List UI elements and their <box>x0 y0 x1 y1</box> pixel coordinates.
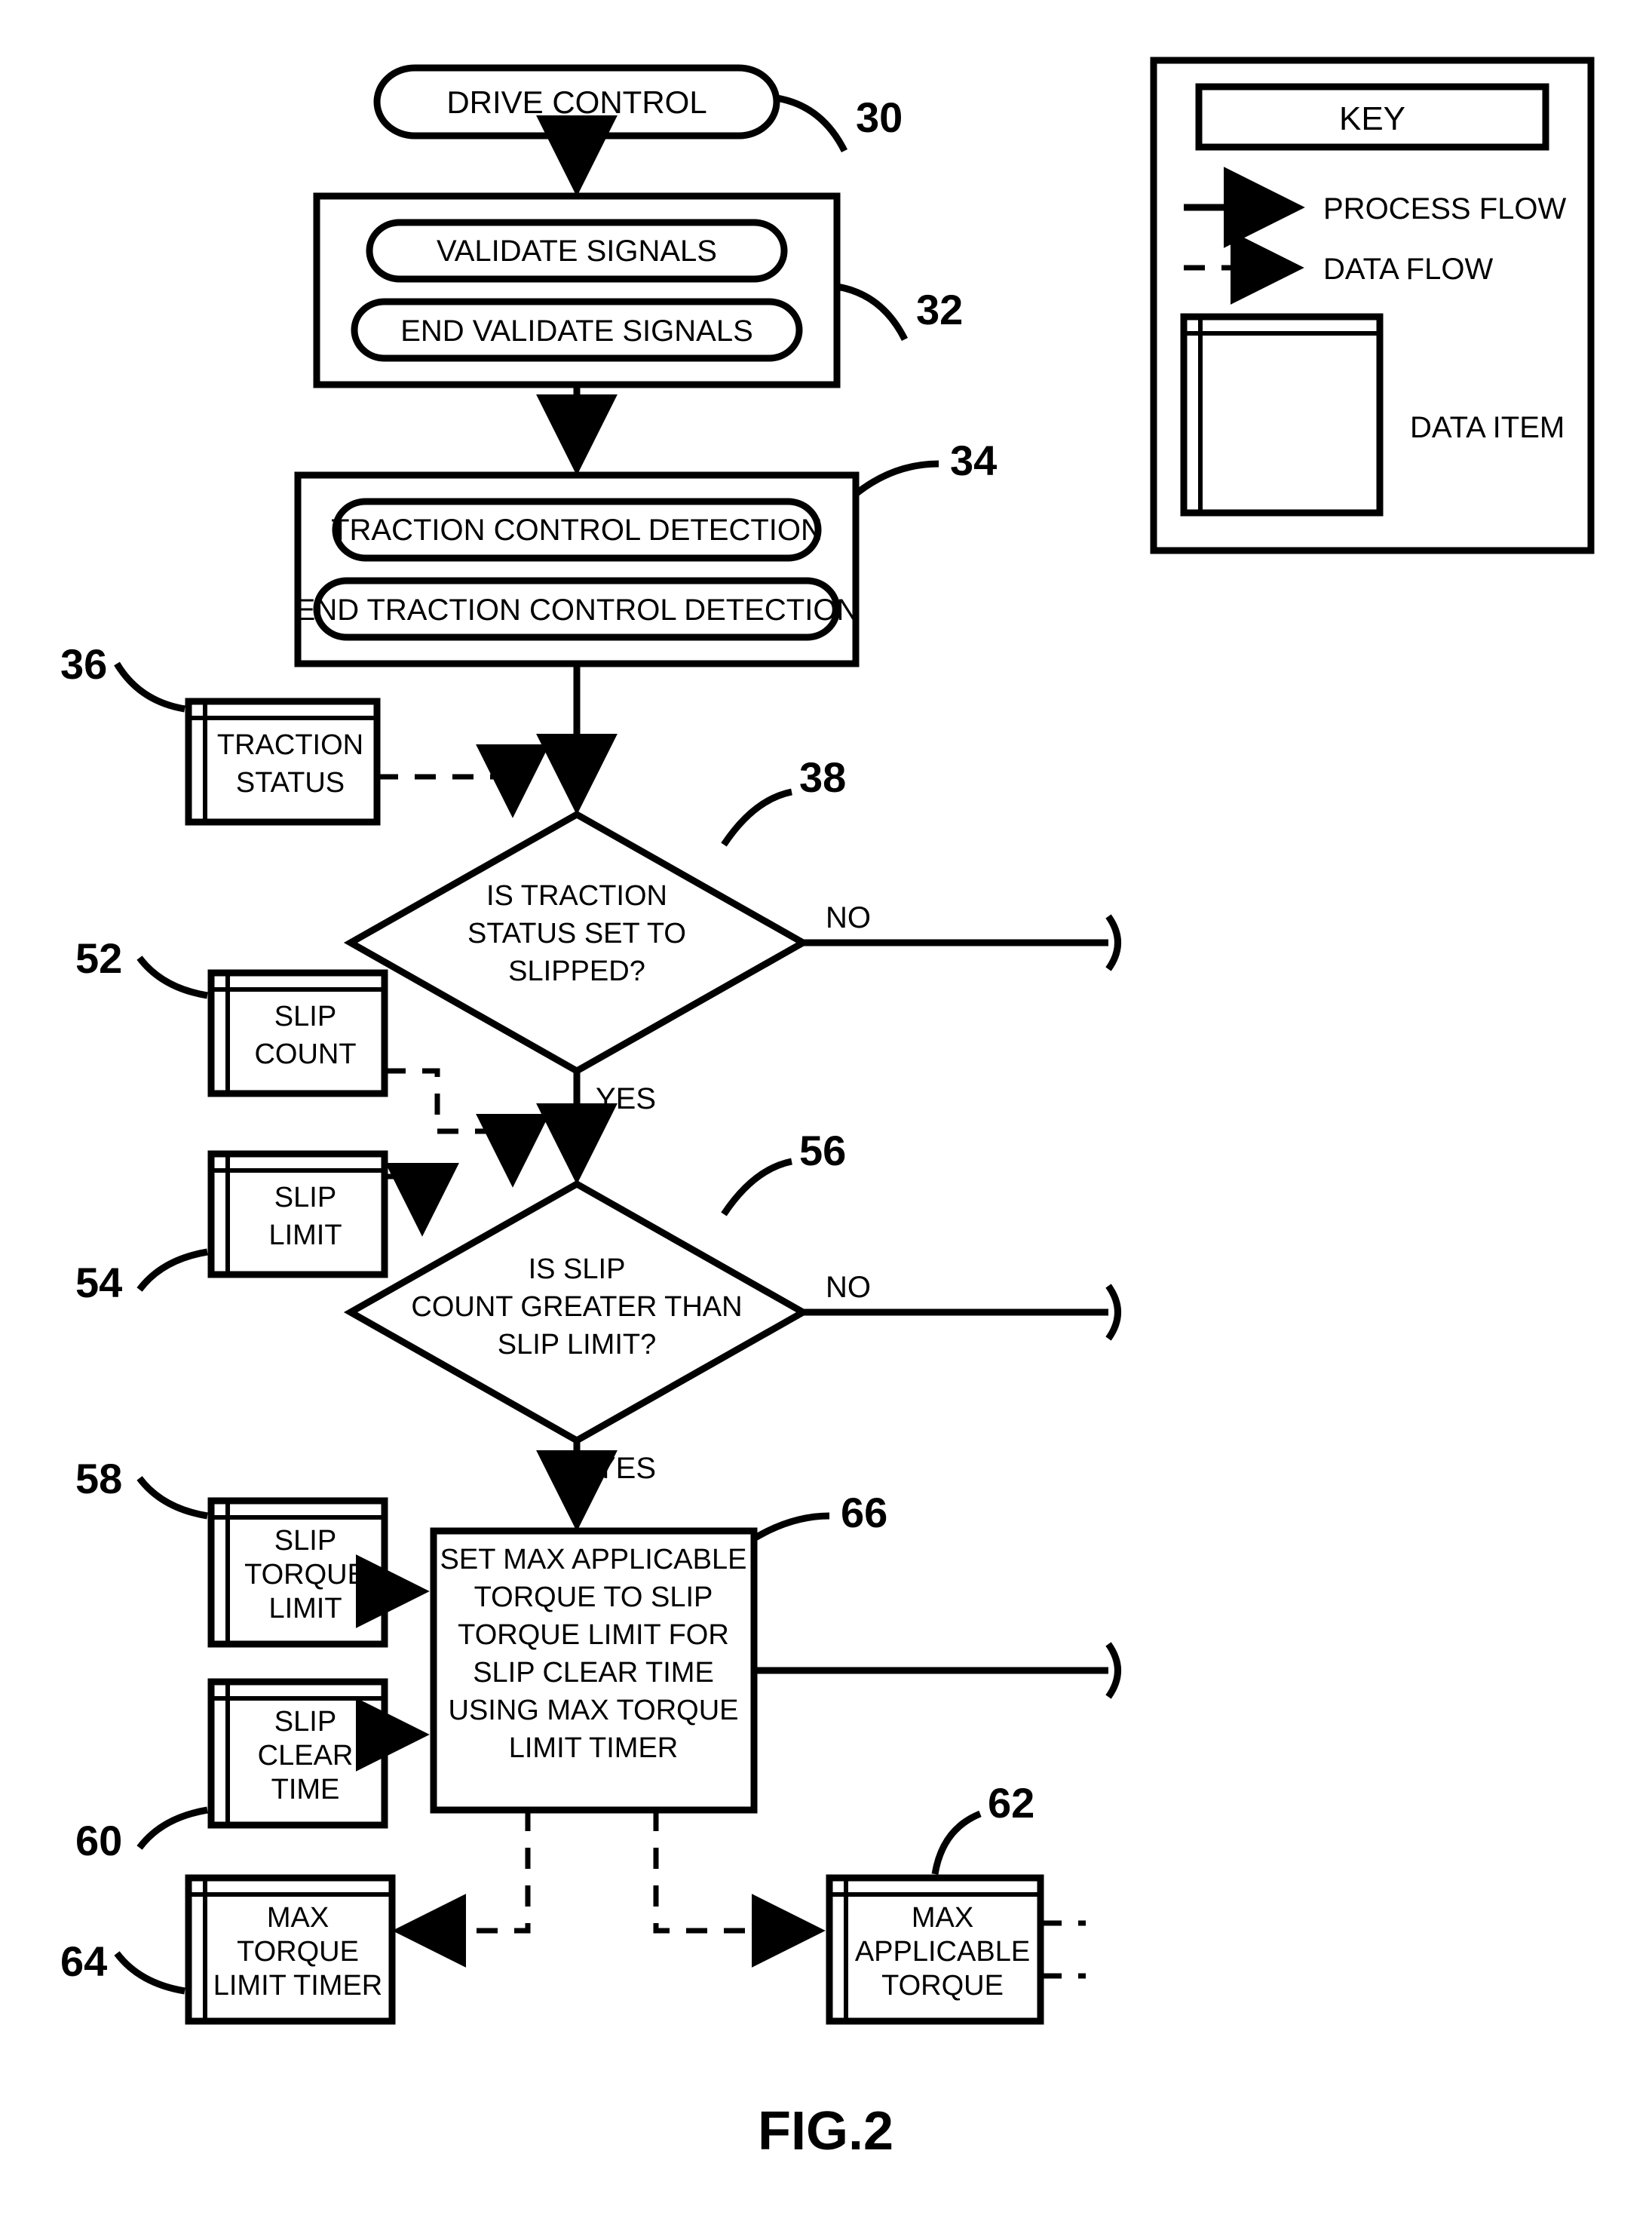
ref-34: 34 <box>950 437 997 484</box>
svg-text:MAX: MAX <box>267 1902 329 1934</box>
svg-text:IS TRACTION: IS TRACTION <box>486 880 667 912</box>
svg-text:TIME: TIME <box>271 1774 340 1805</box>
svg-text:SLIP CLEAR TIME: SLIP CLEAR TIME <box>473 1657 714 1689</box>
edge-54-56 <box>385 1176 422 1229</box>
ref-58: 58 <box>75 1455 122 1502</box>
svg-text:IS SLIP: IS SLIP <box>529 1253 626 1285</box>
svg-text:TORQUE: TORQUE <box>237 1936 359 1968</box>
key-process-flow: PROCESS FLOW <box>1323 192 1567 225</box>
svg-text:TRACTION CONTROL DETECTION: TRACTION CONTROL DETECTION <box>331 514 823 547</box>
edge-52-56 <box>385 1071 513 1180</box>
svg-text:USING MAX TORQUE: USING MAX TORQUE <box>449 1695 739 1726</box>
svg-text:SLIP: SLIP <box>274 1525 336 1557</box>
svg-text:VALIDATE SIGNALS: VALIDATE SIGNALS <box>437 235 717 268</box>
ref-56: 56 <box>799 1127 846 1174</box>
node-64-max-torque-timer: MAX TORQUE LIMIT TIMER 64 <box>60 1878 392 2021</box>
node-54-slip-limit: SLIP LIMIT 54 <box>75 1154 385 1306</box>
ref-30: 30 <box>856 94 903 141</box>
svg-text:STATUS: STATUS <box>236 767 345 799</box>
node-56-decision-slip: IS SLIP COUNT GREATER THAN SLIP LIMIT? 5… <box>351 1127 846 1440</box>
ref-64: 64 <box>60 1937 107 1985</box>
label-38-no: NO <box>826 901 871 934</box>
node-38-decision-traction: IS TRACTION STATUS SET TO SLIPPED? 38 <box>351 753 846 1071</box>
ref-66: 66 <box>841 1489 887 1536</box>
edge-66-62 <box>656 1810 818 1931</box>
flowchart-diagram: KEY PROCESS FLOW DATA FLOW DATA ITEM DRI… <box>0 0 1652 2218</box>
ref-62: 62 <box>988 1779 1034 1827</box>
svg-text:SLIP LIMIT?: SLIP LIMIT? <box>498 1329 657 1361</box>
svg-text:LIMIT TIMER: LIMIT TIMER <box>509 1732 679 1764</box>
offpage-38 <box>1108 916 1118 969</box>
ref-38: 38 <box>799 753 846 801</box>
svg-text:END TRACTION CONTROL DETECTION: END TRACTION CONTROL DETECTION <box>296 594 859 627</box>
offpage-56 <box>1108 1286 1118 1339</box>
svg-text:APPLICABLE: APPLICABLE <box>855 1936 1030 1968</box>
svg-text:LIMIT TIMER: LIMIT TIMER <box>213 1970 383 2002</box>
svg-text:COUNT GREATER THAN: COUNT GREATER THAN <box>411 1291 742 1323</box>
svg-text:CLEAR: CLEAR <box>258 1740 354 1772</box>
label-38-yes: YES <box>596 1082 656 1115</box>
figure-caption: FIG.2 <box>758 2101 893 2161</box>
label-56-no: NO <box>826 1271 871 1304</box>
svg-text:TORQUE LIMIT FOR: TORQUE LIMIT FOR <box>458 1619 729 1651</box>
ref-32: 32 <box>916 286 963 333</box>
edge-66-64 <box>400 1810 528 1931</box>
label-56-yes: YES <box>596 1452 656 1485</box>
svg-text:SLIP: SLIP <box>274 1182 336 1213</box>
key-title: KEY <box>1339 100 1405 137</box>
svg-text:LIMIT: LIMIT <box>268 1593 342 1624</box>
svg-text:END VALIDATE SIGNALS: END VALIDATE SIGNALS <box>400 314 753 348</box>
ref-52: 52 <box>75 934 122 982</box>
legend-key: KEY PROCESS FLOW DATA FLOW DATA ITEM <box>1154 60 1591 551</box>
svg-text:DRIVE CONTROL: DRIVE CONTROL <box>446 84 706 120</box>
key-data-item-icon <box>1184 317 1380 513</box>
node-60-slip-clear-time: SLIP CLEAR TIME 60 <box>75 1682 385 1864</box>
node-34-traction-detection: TRACTION CONTROL DETECTION END TRACTION … <box>296 437 998 664</box>
svg-text:COUNT: COUNT <box>254 1038 356 1070</box>
svg-text:SLIPPED?: SLIPPED? <box>508 956 645 987</box>
edge-36-38 <box>377 777 513 811</box>
node-62-max-applicable-torque: MAX APPLICABLE TORQUE 62 <box>829 1779 1041 2021</box>
ref-54: 54 <box>75 1259 122 1306</box>
ref-60: 60 <box>75 1817 122 1864</box>
key-data-flow: DATA FLOW <box>1323 253 1493 286</box>
node-30-drive-control: DRIVE CONTROL 30 <box>377 68 903 151</box>
node-36-traction-status: TRACTION STATUS 36 <box>60 640 377 822</box>
key-data-item: DATA ITEM <box>1410 411 1565 444</box>
svg-text:LIMIT: LIMIT <box>268 1219 342 1251</box>
offpage-66 <box>1108 1644 1118 1697</box>
svg-text:TORQUE TO SLIP: TORQUE TO SLIP <box>474 1581 713 1613</box>
svg-text:SLIP: SLIP <box>274 1706 336 1738</box>
node-58-slip-torque-limit: SLIP TORQUE LIMIT 58 <box>75 1455 385 1644</box>
svg-text:TORQUE: TORQUE <box>244 1559 366 1591</box>
ref-36: 36 <box>60 640 107 688</box>
node-52-slip-count: SLIP COUNT 52 <box>75 934 385 1094</box>
node-32-validate-signals: VALIDATE SIGNALS END VALIDATE SIGNALS 32 <box>317 196 963 385</box>
svg-text:SLIP: SLIP <box>274 1001 336 1032</box>
svg-text:STATUS SET TO: STATUS SET TO <box>467 918 686 949</box>
svg-text:MAX: MAX <box>912 1902 973 1934</box>
svg-text:TRACTION: TRACTION <box>217 729 363 761</box>
svg-text:TORQUE: TORQUE <box>881 1970 1004 2002</box>
svg-text:SET MAX APPLICABLE: SET MAX APPLICABLE <box>440 1544 747 1575</box>
node-66-set-max-torque: SET MAX APPLICABLE TORQUE TO SLIP TORQUE… <box>434 1489 887 1810</box>
